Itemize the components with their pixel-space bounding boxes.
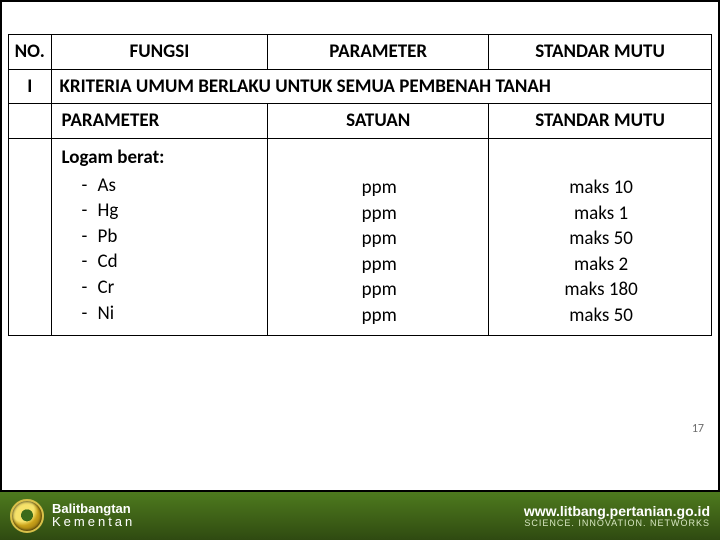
footer-left: Balitbangtan Kementan (10, 499, 135, 533)
subheader-row: PARAMETER SATUAN STANDAR MUTU (9, 104, 712, 139)
std-list: maks 10 maks 1 maks 50 maks 2 maks 180 m… (499, 145, 703, 329)
unit-list: ppm ppm ppm ppm ppm ppm (278, 145, 480, 329)
table-header-row: NO. FUNGSI PARAMETER STANDAR MUTU (9, 35, 712, 70)
param-item: Hg (98, 198, 260, 224)
std-item: maks 50 (499, 303, 703, 329)
section-row: I KRITERIA UMUM BERLAKU UNTUK SEMUA PEMB… (9, 69, 712, 104)
param-item: As (98, 173, 260, 199)
subhdr-blank (9, 104, 52, 139)
parameter-cell: Logam berat: As Hg Pb Cd Cr Ni (51, 138, 268, 335)
unit-item: ppm (278, 226, 480, 252)
ministry-logo-icon (10, 499, 44, 533)
std-item: maks 180 (499, 277, 703, 303)
param-item: Pb (98, 224, 260, 250)
std-item: maks 1 (499, 201, 703, 227)
subhdr-satuan: SATUAN (268, 104, 489, 139)
param-item: Cd (98, 249, 260, 275)
footer: Balitbangtan Kementan www.litbang.pertan… (0, 492, 720, 540)
unit-item: ppm (278, 303, 480, 329)
param-group-title: Logam berat: (62, 145, 260, 171)
std-item: maks 50 (499, 226, 703, 252)
section-text: KRITERIA UMUM BERLAKU UNTUK SEMUA PEMBEN… (51, 69, 711, 104)
unit-item: ppm (278, 201, 480, 227)
unit-item: ppm (278, 252, 480, 278)
hdr-parameter: PARAMETER (268, 35, 489, 70)
std-item: maks 10 (499, 175, 703, 201)
content-row: Logam berat: As Hg Pb Cd Cr Ni ppm ppm p… (9, 138, 712, 335)
hdr-no: NO. (9, 35, 52, 70)
org-line2: Kementan (52, 515, 135, 529)
footer-url: www.litbang.pertanian.go.id (524, 504, 710, 518)
unit-item: ppm (278, 175, 480, 201)
subhdr-parameter: PARAMETER (51, 104, 268, 139)
criteria-table: NO. FUNGSI PARAMETER STANDAR MUTU I KRIT… (8, 34, 712, 336)
subhdr-standar: STANDAR MUTU (489, 104, 712, 139)
unit-cell: ppm ppm ppm ppm ppm ppm (268, 138, 489, 335)
param-item: Cr (98, 275, 260, 301)
slide-body: NO. FUNGSI PARAMETER STANDAR MUTU I KRIT… (2, 2, 718, 490)
section-label: I (9, 69, 52, 104)
footer-tagline: SCIENCE. INNOVATION. NETWORKS (524, 518, 710, 528)
footer-right: www.litbang.pertanian.go.id SCIENCE. INN… (524, 504, 710, 528)
param-list: As Hg Pb Cd Cr Ni (62, 173, 260, 327)
page-number: 17 (692, 422, 704, 436)
hdr-standar: STANDAR MUTU (489, 35, 712, 70)
std-item: maks 2 (499, 252, 703, 278)
std-cell: maks 10 maks 1 maks 50 maks 2 maks 180 m… (489, 138, 712, 335)
hdr-fungsi: FUNGSI (51, 35, 268, 70)
param-item: Ni (98, 301, 260, 327)
unit-item: ppm (278, 277, 480, 303)
footer-org: Balitbangtan Kementan (52, 502, 135, 529)
content-blank (9, 138, 52, 335)
